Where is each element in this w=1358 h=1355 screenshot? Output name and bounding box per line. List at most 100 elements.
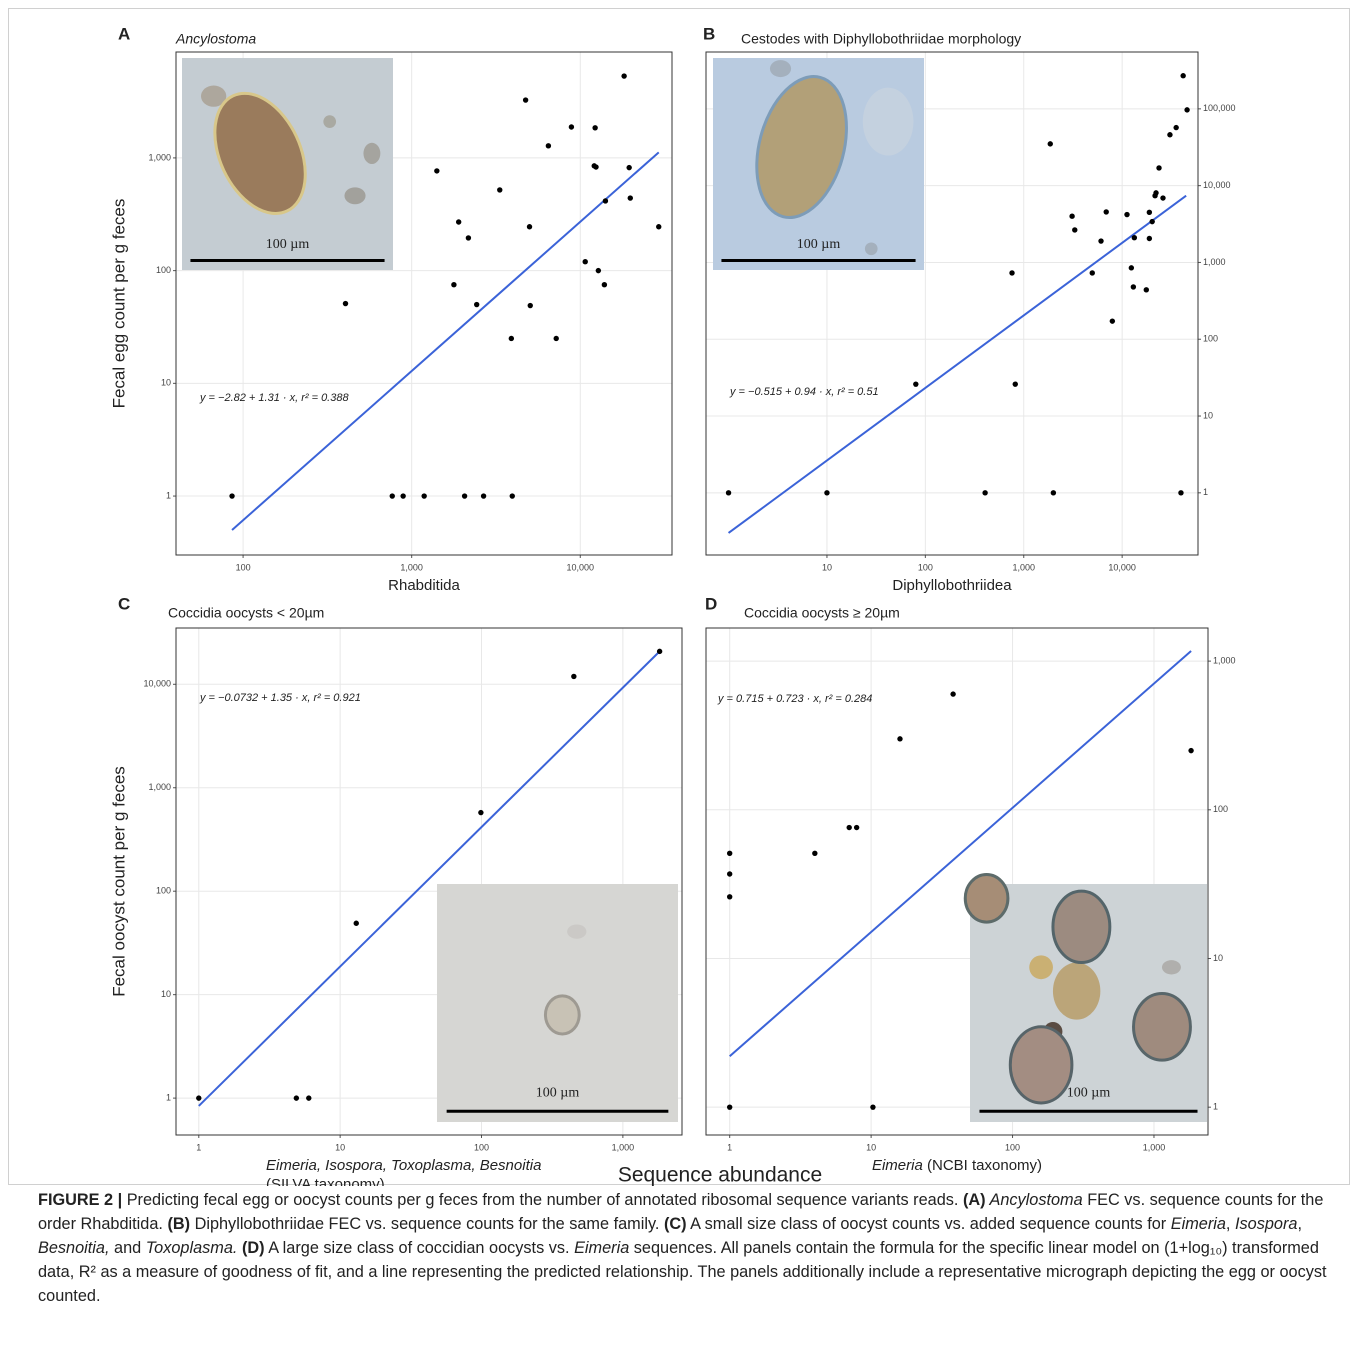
data-point bbox=[1089, 270, 1095, 276]
scale-bar-label: 100 µm bbox=[536, 1086, 580, 1101]
data-point bbox=[342, 300, 349, 307]
data-point bbox=[595, 267, 602, 274]
caption-run: Toxoplasma. bbox=[145, 1239, 238, 1257]
plot-frame bbox=[705, 51, 1199, 556]
data-point bbox=[509, 493, 515, 499]
debris bbox=[1052, 962, 1101, 1020]
y-axis-label: Fecal egg count per g feces bbox=[109, 199, 128, 409]
caption-run: (C) bbox=[663, 1215, 687, 1233]
panel: 10 100 1,000 10,000 1 10 100 1,000 10,000 100,000… bbox=[703, 24, 1236, 593]
data-point bbox=[592, 125, 598, 131]
data-point bbox=[229, 493, 235, 499]
x-tick-label: 100 bbox=[474, 1142, 489, 1152]
caption-run: (A) bbox=[962, 1191, 986, 1209]
egg bbox=[1008, 1025, 1074, 1105]
panel-letter: A bbox=[118, 24, 130, 43]
data-point bbox=[1069, 213, 1075, 219]
scale-bar-label: 100 µm bbox=[1067, 1086, 1111, 1101]
data-point bbox=[421, 493, 427, 499]
x-tick-label: 100 bbox=[918, 562, 933, 572]
data-point bbox=[434, 168, 440, 174]
panel-title: Cestodes with Diphyllobothriidae morphol… bbox=[741, 31, 1021, 47]
x-axis-label: Rhabditida bbox=[388, 577, 460, 594]
data-point bbox=[293, 1095, 300, 1101]
x-axis-label: (SILVA taxonomy) bbox=[266, 1176, 385, 1186]
data-point bbox=[626, 164, 632, 171]
shared-x-label: Sequence abundance bbox=[618, 1164, 822, 1186]
x-tick-label: 1,000 bbox=[1143, 1142, 1166, 1152]
x-axis-label-part: Eimeria bbox=[872, 1157, 923, 1174]
data-point bbox=[1180, 73, 1186, 79]
panel-title: Coccidia oocysts ≥ 20µm bbox=[744, 605, 900, 621]
data-point bbox=[950, 691, 956, 697]
caption-run: Besnoitia, bbox=[38, 1239, 110, 1257]
egg bbox=[543, 994, 581, 1036]
y-tick-label: 1,000 bbox=[148, 152, 171, 162]
data-point bbox=[478, 809, 484, 816]
data-point bbox=[1124, 211, 1130, 218]
debris bbox=[344, 187, 366, 205]
plot-frame bbox=[705, 627, 1209, 1136]
data-point bbox=[497, 187, 503, 193]
debris bbox=[363, 142, 381, 164]
data-point bbox=[726, 871, 733, 877]
data-point bbox=[1109, 318, 1116, 324]
fit-line bbox=[727, 194, 1187, 534]
equation: y = −0.0732 + 1.35 · x, r² = 0.921 bbox=[199, 692, 361, 704]
caption-run: and bbox=[109, 1239, 146, 1257]
debris bbox=[769, 60, 792, 78]
data-point bbox=[526, 224, 533, 230]
panel-title: Coccidia oocysts < 20µm bbox=[168, 605, 324, 621]
micrograph: 100 µm bbox=[963, 872, 1207, 1122]
data-point bbox=[846, 824, 852, 831]
data-point bbox=[621, 73, 627, 79]
debris bbox=[323, 115, 337, 128]
x-axis-label: Eimeria (NCBI taxonomy) bbox=[872, 1157, 1042, 1174]
micrograph: 100 µm bbox=[437, 884, 678, 1122]
data-point bbox=[726, 894, 733, 900]
x-axis-label-part: Eimeria, Isospora, Toxoplasma, Besnoitia bbox=[266, 1157, 541, 1174]
egg bbox=[1132, 991, 1192, 1062]
plot-frame bbox=[175, 51, 673, 556]
caption: FIGURE 2 | Predicting fecal egg or oocys… bbox=[38, 1188, 1330, 1308]
data-point bbox=[1103, 209, 1109, 215]
y-tick-label: 1 bbox=[166, 1092, 171, 1102]
data-point bbox=[1184, 107, 1190, 113]
data-point bbox=[593, 164, 599, 170]
data-point bbox=[545, 143, 552, 149]
y-tick-label: 1,000 bbox=[1203, 257, 1226, 267]
data-point bbox=[812, 850, 818, 856]
x-tick-label: 10 bbox=[866, 1142, 876, 1152]
caption-run: (B) bbox=[167, 1215, 191, 1233]
debris bbox=[1161, 960, 1181, 975]
data-point bbox=[1178, 490, 1184, 496]
equation: y = 0.715 + 0.723 · x, r² = 0.284 bbox=[717, 693, 872, 705]
figure-frame bbox=[8, 8, 1350, 1185]
caption-run: Isospora bbox=[1234, 1215, 1298, 1233]
data-point bbox=[1188, 747, 1194, 754]
x-tick-label: 10,000 bbox=[567, 562, 595, 572]
data-point bbox=[1143, 287, 1150, 293]
data-point bbox=[656, 648, 663, 655]
data-point bbox=[1009, 270, 1015, 276]
data-point bbox=[473, 301, 480, 308]
x-tick-label: 1 bbox=[727, 1142, 732, 1152]
x-tick-label: 1,000 bbox=[400, 562, 423, 572]
data-point bbox=[568, 124, 575, 130]
equation: y = −0.515 + 0.94 · x, r² = 0.51 bbox=[729, 386, 879, 398]
caption-run: Ancylostoma bbox=[985, 1191, 1083, 1209]
y-tick-label: 100,000 bbox=[1203, 103, 1236, 113]
panel: 100 1,000 10,000 1 10 100 1,000 100 µm A Ancylost… bbox=[109, 24, 673, 594]
y-tick-label: 10,000 bbox=[1203, 180, 1231, 190]
data-point bbox=[1012, 381, 1018, 387]
y-tick-label: 100 bbox=[156, 265, 171, 275]
data-point bbox=[571, 673, 577, 680]
data-point bbox=[1130, 284, 1137, 290]
x-axis-label-part: Rhabditida bbox=[388, 577, 460, 594]
y-tick-label: 10 bbox=[161, 378, 171, 388]
data-point bbox=[451, 282, 457, 288]
data-point bbox=[400, 493, 406, 499]
x-axis-label: Diphyllobothriidea bbox=[892, 577, 1012, 594]
data-point bbox=[1146, 235, 1153, 242]
y-tick-label: 1,000 bbox=[148, 782, 171, 792]
